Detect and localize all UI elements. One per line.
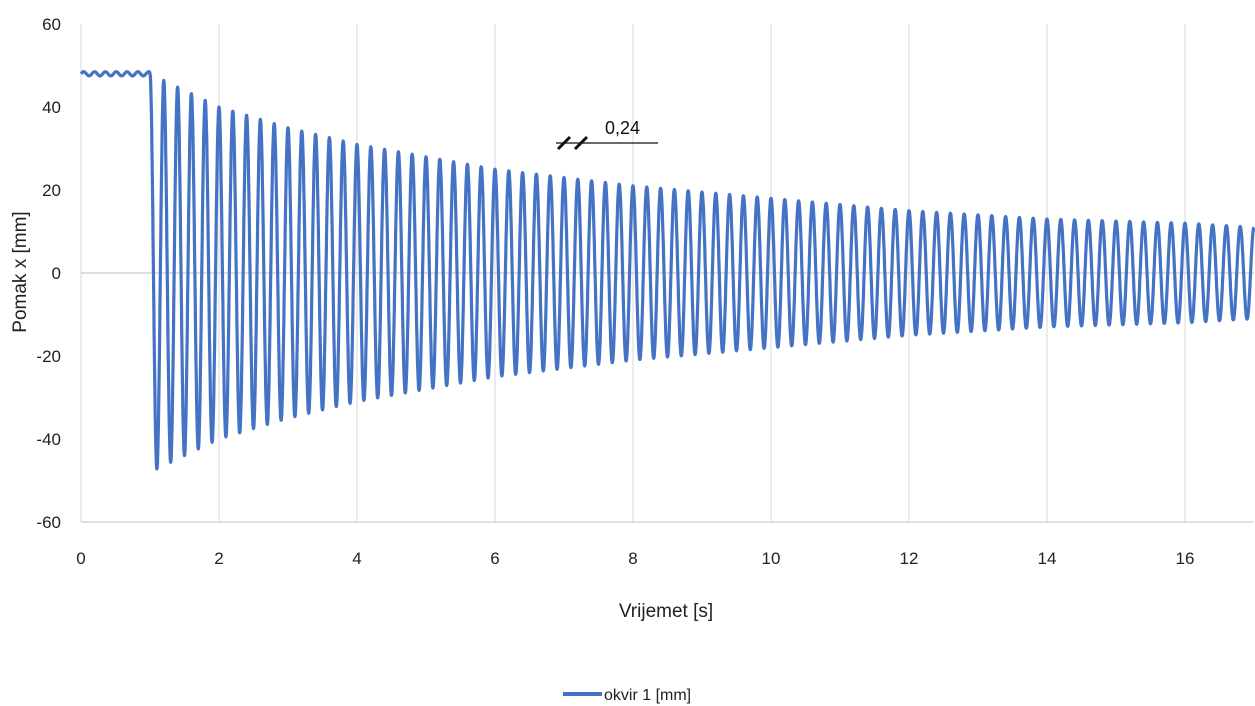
legend-label: okvir 1 [mm] — [604, 687, 691, 704]
x-axis-title: Vrijemet [s] — [619, 601, 713, 622]
series-line-okvir-1 — [79, 70, 1255, 471]
y-tick-labels: 60 40 20 0 -20 -40 -60 — [36, 15, 61, 532]
x-tick-label-8: 16 — [1176, 549, 1195, 568]
x-tick-label-4: 8 — [628, 549, 637, 568]
x-tick-label-6: 12 — [900, 549, 919, 568]
x-tick-label-0: 0 — [76, 549, 85, 568]
y-tick-label-6: -60 — [36, 513, 61, 532]
x-tick-labels: 0 2 4 6 8 10 12 14 16 — [76, 549, 1194, 568]
y-tick-label-1: 40 — [42, 98, 61, 117]
x-tick-label-2: 4 — [352, 549, 361, 568]
x-tick-label-1: 2 — [214, 549, 223, 568]
y-axis-title: Pomak x [mm] — [10, 211, 31, 332]
y-tick-label-3: 0 — [52, 264, 61, 283]
y-tick-label-0: 60 — [42, 15, 61, 34]
y-tick-label-5: -40 — [36, 430, 61, 449]
y-tick-label-4: -20 — [36, 347, 61, 366]
legend: okvir 1 [mm] — [563, 687, 691, 704]
annotation-label: 0,24 — [605, 118, 640, 138]
x-tick-label-3: 6 — [490, 549, 499, 568]
x-tick-label-5: 10 — [762, 549, 781, 568]
amplitude-annotation: 0,24 — [556, 118, 658, 151]
x-tick-label-7: 14 — [1038, 549, 1057, 568]
y-tick-label-2: 20 — [42, 181, 61, 200]
